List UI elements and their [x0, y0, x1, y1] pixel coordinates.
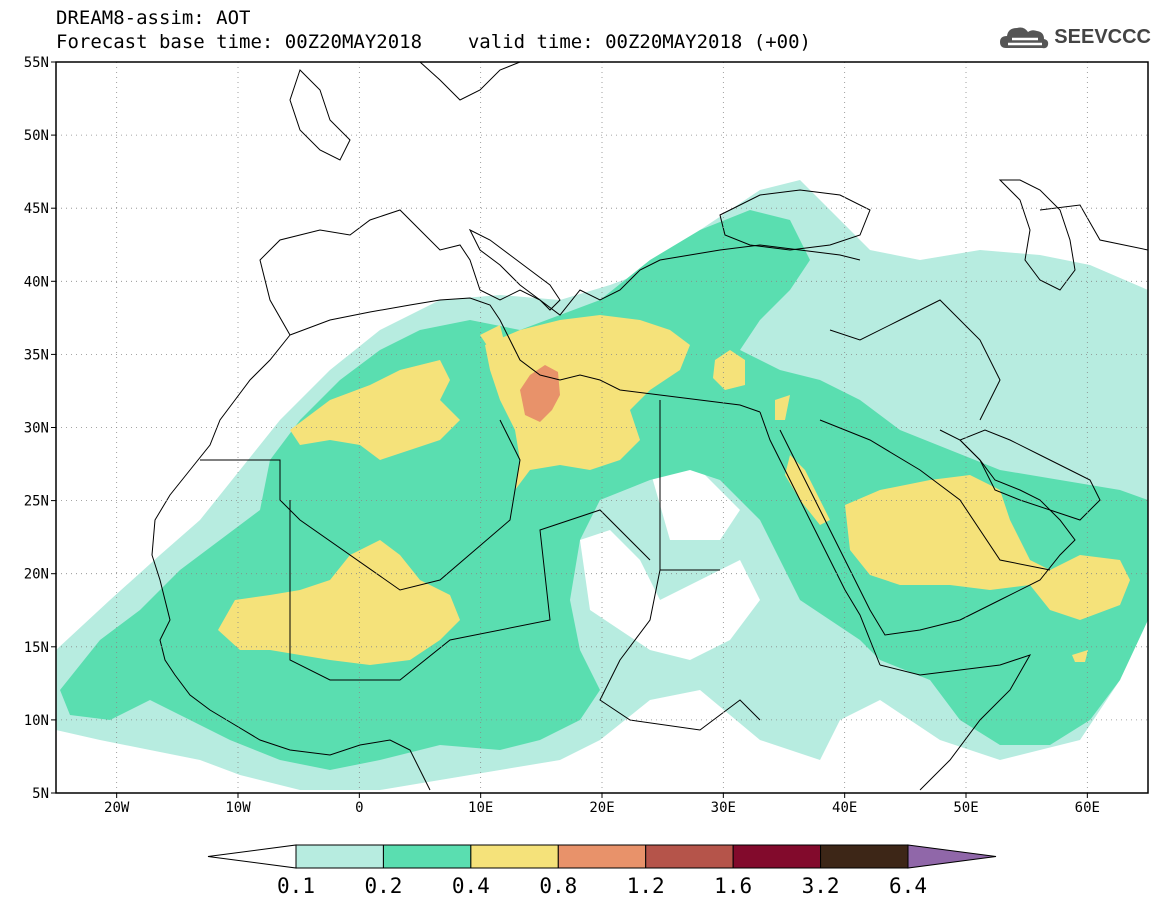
lon-label: 50E [953, 800, 978, 816]
border-arabia [819, 419, 1051, 571]
logo-text: SEEVCCC [1054, 25, 1151, 48]
coast-black-sea [719, 189, 871, 251]
lat-label: 55N [24, 55, 49, 71]
border-sudan [599, 569, 761, 731]
colorbar-swatch [557, 844, 647, 869]
colorbar-label: 0.1 [277, 874, 315, 898]
coast-gulf [959, 429, 1101, 521]
lat-axis: 55N 50N 45N 40N 35N 30N 25N 20N 15N 10N 5N [24, 55, 56, 802]
aot-colorbar: 0.1 0.2 0.4 0.8 1.2 1.6 3.2 6.4 [207, 844, 997, 898]
colorbar-label: 1.6 [714, 874, 752, 898]
lat-label: 5N [32, 786, 49, 802]
lon-axis: 20W 10W 0 10E 20E 30E 40E 50E 60E [104, 793, 1100, 816]
lat-label: 30N [24, 421, 49, 437]
lon-label: 20E [589, 800, 614, 816]
colorbar-swatch [382, 844, 472, 869]
seevccc-logo: SEEVCCC [998, 22, 1151, 52]
valid-time: valid time: 00Z20MAY2018 (+00) [467, 31, 811, 53]
lat-label: 25N [24, 494, 49, 510]
lat-label: 50N [24, 128, 49, 144]
colorbar-swatch [295, 844, 384, 869]
colorbar-label: 0.2 [364, 874, 402, 898]
lon-label: 60E [1075, 800, 1100, 816]
colorbar-label: 6.4 [889, 874, 927, 898]
cloud-icon [1000, 27, 1049, 49]
aot-band-0.4-algeria [290, 360, 460, 460]
aot-band-0.4-cyprus [713, 350, 745, 390]
colorbar-min-arrow [207, 844, 297, 869]
colorbar-swatch [820, 844, 909, 869]
lat-label: 20N [24, 567, 49, 583]
time-info: Forecast base time: 00Z20MAY2018 valid t… [56, 32, 811, 52]
aot-clear-area [580, 530, 760, 660]
coast-arabia [779, 429, 1076, 636]
coast-italy [468, 228, 561, 311]
border-central-asia [1039, 204, 1148, 251]
colorbar-label: 1.2 [627, 874, 665, 898]
border-iraq-iran [829, 299, 1001, 421]
coast-red-sea-west [759, 411, 881, 666]
lat-label: 35N [24, 347, 49, 363]
colorbar-label: 0.8 [539, 874, 577, 898]
coast-europe [259, 209, 861, 336]
coast-caspian [998, 179, 1076, 291]
map-gridlines [56, 62, 1148, 793]
border-sahel [289, 500, 651, 681]
aot-band-0.8 [520, 365, 560, 422]
colorbar-swatch [645, 844, 734, 869]
map-title: DREAM8-assim: AOT [56, 7, 251, 29]
colorbar-label: 0.4 [452, 874, 490, 898]
lat-label: 45N [24, 201, 49, 217]
aot-band-0.4-sahel [218, 540, 460, 665]
coastlines [151, 62, 1148, 791]
lat-label: 40N [24, 274, 49, 290]
lat-label: 15N [24, 640, 49, 656]
colorbar-max-arrow [907, 844, 997, 869]
lon-label: 10E [468, 800, 493, 816]
coast-north-africa [289, 297, 761, 413]
lat-label: 10N [24, 713, 49, 729]
base-time: Forecast base time: 00Z20MAY2018 [56, 31, 423, 53]
coast-horn [879, 654, 1032, 791]
lon-label: 0 [355, 800, 363, 816]
coast-scandinavia [419, 62, 521, 101]
colorbar-label: 3.2 [802, 874, 840, 898]
aot-band-0.4-arabia [845, 475, 1130, 620]
border-sahara [200, 419, 521, 591]
aot-band-0.4-libya [485, 315, 690, 490]
coast-africa-west [151, 334, 431, 791]
coast-uk [289, 69, 351, 161]
lon-label: 30E [711, 800, 736, 816]
colorbar-swatch [470, 844, 559, 869]
colorbar-swatch [732, 844, 822, 869]
lon-label: 40E [832, 800, 857, 816]
lon-label: 10W [225, 800, 251, 816]
lon-label: 20W [104, 800, 130, 816]
